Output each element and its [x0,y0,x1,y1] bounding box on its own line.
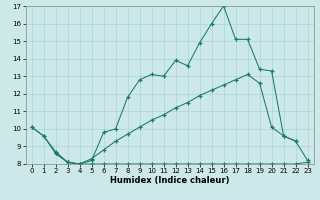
X-axis label: Humidex (Indice chaleur): Humidex (Indice chaleur) [110,176,229,185]
